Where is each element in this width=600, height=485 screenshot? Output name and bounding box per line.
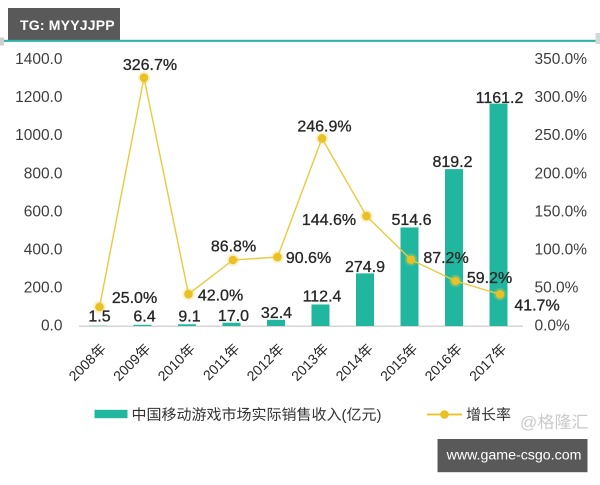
svg-text:59.2%: 59.2% <box>467 270 512 287</box>
svg-text:9.1: 9.1 <box>178 309 200 326</box>
svg-text:144.6%: 144.6% <box>302 212 356 229</box>
svg-text:300.0%: 300.0% <box>535 89 588 106</box>
svg-text:0.0: 0.0 <box>41 318 63 335</box>
svg-text:326.7%: 326.7% <box>123 57 177 74</box>
svg-text:250.0%: 250.0% <box>535 127 588 144</box>
svg-text:32.4: 32.4 <box>261 305 292 322</box>
svg-text:600.0: 600.0 <box>24 203 63 220</box>
svg-text:800.0: 800.0 <box>24 165 63 182</box>
svg-text:400.0: 400.0 <box>24 242 63 259</box>
svg-text:17.0: 17.0 <box>218 308 249 325</box>
svg-text:TG: MYYJJPP: TG: MYYJJPP <box>20 17 115 33</box>
svg-text:1400.0: 1400.0 <box>15 51 63 68</box>
svg-text:6.4: 6.4 <box>133 309 155 326</box>
svg-text:25.0%: 25.0% <box>112 290 157 307</box>
svg-text:90.6%: 90.6% <box>286 250 331 267</box>
svg-text:819.2: 819.2 <box>432 154 472 171</box>
svg-text:350.0%: 350.0% <box>535 51 588 68</box>
svg-text:200.0%: 200.0% <box>535 165 588 182</box>
svg-text:112.4: 112.4 <box>303 289 342 306</box>
svg-text:1200.0: 1200.0 <box>15 89 63 106</box>
svg-text:200.0: 200.0 <box>24 280 63 297</box>
svg-text:www.game-csgo.com: www.game-csgo.com <box>446 448 582 464</box>
svg-text:@: @ <box>520 413 537 432</box>
svg-text:0.0%: 0.0% <box>535 318 571 335</box>
svg-text:1.5: 1.5 <box>88 309 110 326</box>
svg-text:): ) <box>377 407 382 424</box>
svg-text:87.2%: 87.2% <box>423 250 468 267</box>
svg-text:514.6: 514.6 <box>391 212 431 229</box>
svg-text:50.0%: 50.0% <box>535 280 579 297</box>
svg-text:86.8%: 86.8% <box>211 239 256 256</box>
svg-text:1161.2: 1161.2 <box>476 90 524 107</box>
svg-text:42.0%: 42.0% <box>198 288 243 305</box>
svg-text:41.7%: 41.7% <box>514 298 559 315</box>
svg-text:246.9%: 246.9% <box>297 119 351 136</box>
svg-text:274.9: 274.9 <box>345 259 385 276</box>
svg-text:1000.0: 1000.0 <box>15 127 63 144</box>
svg-text:(: ( <box>342 407 347 424</box>
svg-text:100.0%: 100.0% <box>535 242 588 259</box>
svg-text:150.0%: 150.0% <box>535 203 588 220</box>
